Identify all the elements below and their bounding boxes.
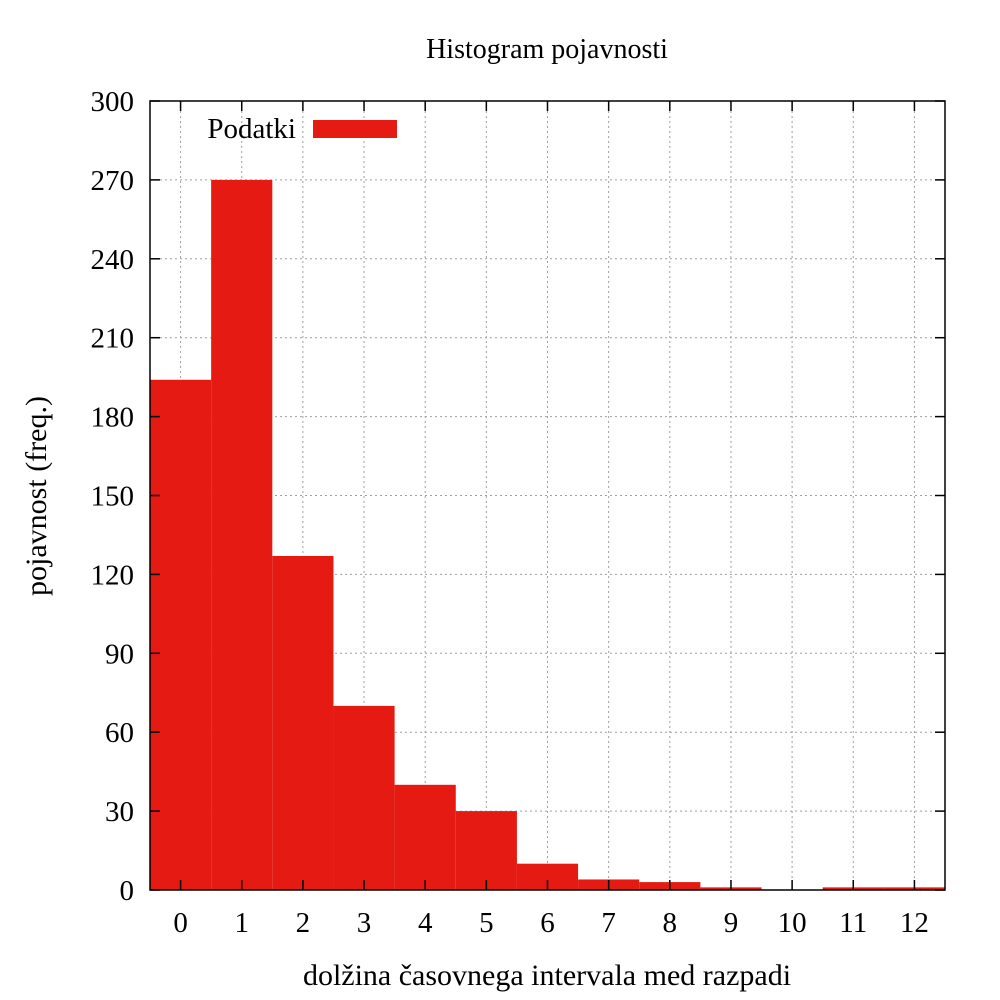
x-tick-label: 12 [900,907,929,939]
bars-layer [150,179,945,890]
histogram-bar [211,179,273,890]
y-tick-label: 30 [105,796,134,828]
y-tick-label: 180 [91,402,135,434]
y-tick-label: 120 [91,559,135,591]
y-tick-label: 0 [120,875,135,907]
x-tick-label: 5 [479,907,494,939]
y-tick-label: 300 [91,86,135,118]
chart-title: Histogram pojavnosti [426,34,668,65]
x-tick-label: 0 [173,907,188,939]
y-tick-label: 150 [91,481,135,513]
histogram-bar [394,784,456,890]
y-tick-label: 240 [91,244,135,276]
x-tick-label: 8 [663,907,678,939]
y-tick-label: 90 [105,638,134,670]
legend: Podatki [207,113,397,145]
histogram-bar [455,811,517,890]
legend-label: Podatki [207,113,296,145]
x-tick-label: 10 [778,907,807,939]
x-tick-label: 7 [601,907,616,939]
x-tick-label: 11 [839,907,867,939]
y-tick-label: 60 [105,717,134,749]
x-tick-label: 6 [540,907,555,939]
y-tick-label: 210 [91,323,135,355]
x-tick-label: 1 [234,907,249,939]
x-tick-label: 3 [357,907,372,939]
x-tick-label: 2 [296,907,311,939]
histogram-bar [333,705,395,890]
x-tick-label: 4 [418,907,433,939]
histogram-bar [150,379,212,890]
x-axis-label: dolžina časovnega intervala med razpadi [303,959,791,992]
histogram-bar [272,555,334,890]
legend-swatch [313,120,397,138]
y-axis-label: pojavnost (freq.) [20,396,53,596]
x-tick-label: 9 [724,907,739,939]
y-tick-label: 270 [91,165,135,197]
